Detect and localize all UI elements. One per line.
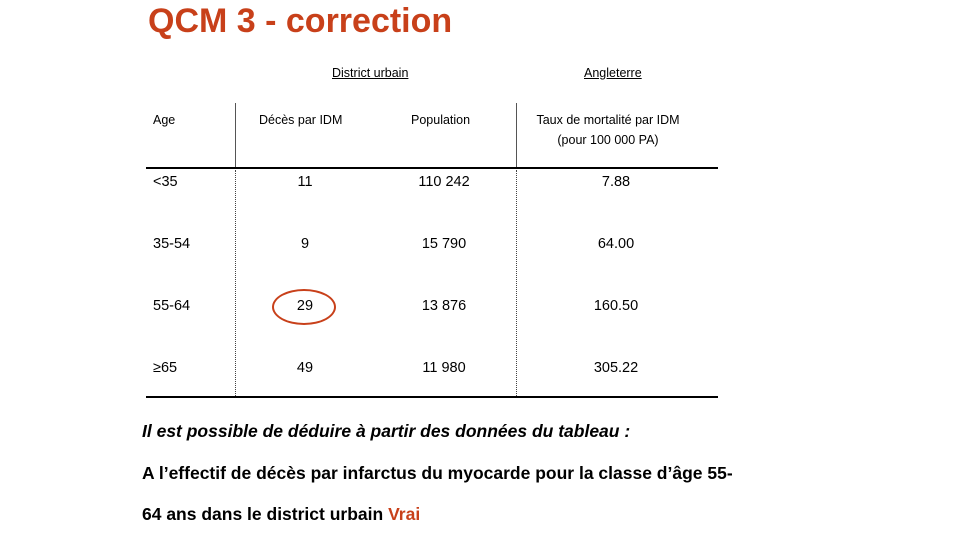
column-header-age: Age [153,113,176,127]
cell-rate: 160.50 [593,298,639,314]
slide-title: QCM 3 - correction [148,2,453,40]
cell-age: 55-64 [153,298,191,314]
cell-age: <35 [153,174,178,190]
cell-rate: 305.22 [593,360,639,376]
cell-age: 35-54 [153,236,191,252]
cell-rate: 64.00 [597,236,635,252]
column-header-rate: Taux de mortalité par IDM (pour 100 000 … [528,110,688,150]
column-divider [235,103,236,167]
highlight-circle [272,289,336,325]
rate-header-line1: Taux de mortalité par IDM [536,113,680,127]
cell-population: 13 876 [421,298,467,314]
column-divider [516,103,517,167]
column-header-deaths: Décès par IDM [259,113,343,127]
statement-text: 64 ans dans le district urbain [142,504,384,524]
table-bottom-rule [146,396,718,398]
statement-line-2: 64 ans dans le district urbain Vrai [142,504,420,525]
cell-rate: 7.88 [601,174,631,190]
cell-deaths: 11 [297,174,313,190]
answer-label: Vrai [388,504,421,524]
cell-deaths: 9 [300,236,310,252]
group-header-angleterre: Angleterre [584,66,642,80]
column-header-population: Population [411,113,471,127]
statement-line-1: A l’effectif de décès par infarctus du m… [142,463,733,483]
cell-population: 110 242 [418,174,470,190]
cell-population: 15 790 [421,236,467,252]
question-text: Il est possible de déduire à partir des … [142,421,631,441]
cell-age: ≥65 [153,360,178,376]
table-header-rule [146,167,718,169]
column-divider [516,170,517,396]
cell-population: 11 980 [422,360,466,376]
group-header-district: District urbain [332,66,409,80]
cell-deaths: 49 [296,360,314,376]
rate-header-line2: (pour 100 000 PA) [557,133,659,147]
column-divider [235,170,236,396]
